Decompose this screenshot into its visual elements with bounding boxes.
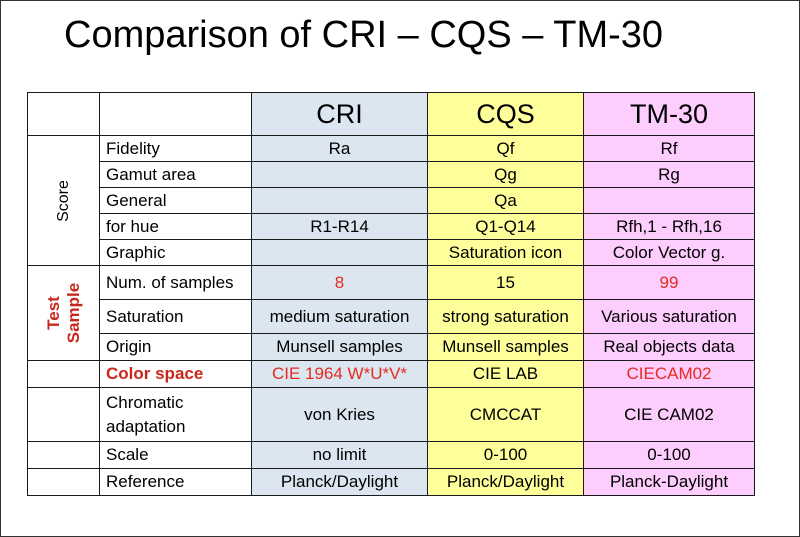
row-label: Gamut area [99,161,252,188]
empty-group-cell [27,441,100,469]
cell-tm30: CIE CAM02 [583,387,755,442]
cell-cri: Ra [251,135,428,162]
cell-cqs: Saturation icon [427,239,584,266]
cell-tm30 [583,187,755,214]
cell-tm30: 0-100 [583,441,755,469]
column-header-tm30: TM-30 [583,92,755,136]
row-label: Num. of samples [99,265,252,300]
group-score: Score [27,135,100,266]
comparison-table: CRI CQS TM-30 Score Fidelity Ra Qf Rf Ga… [27,92,755,496]
cell-cri: no limit [251,441,428,469]
cell-tm30: CIECAM02 [583,360,755,388]
cell-cri: 8 [251,265,428,300]
group-label-score: Score [54,179,72,222]
row-label: General [99,187,252,214]
table-row: Origin Munsell samples Munsell samples R… [28,333,755,361]
cell-cqs: Qg [427,161,584,188]
cell-cqs: Planck/Daylight [427,468,584,496]
cell-cqs: CIE LAB [427,360,584,388]
group-label-line: Test [43,296,63,330]
group-label-line: Sample [63,282,83,344]
cell-cqs: 15 [427,265,584,300]
table-row: for hue R1-R14 Q1-Q14 Rfh,1 - Rfh,16 [28,213,755,240]
cell-cqs: 0-100 [427,441,584,469]
table-row: Score Fidelity Ra Qf Rf [27,135,755,266]
cell-cri [251,161,428,188]
column-header-cri: CRI [251,92,428,136]
cell-cri [251,187,428,214]
cell-cqs: Q1-Q14 [427,213,584,240]
group-test-sample: Test Sample [27,265,100,361]
cell-tm30: Various saturation [583,299,755,334]
empty-group-cell [27,387,100,442]
cell-tm30: 99 [583,265,755,300]
cell-tm30: Rg [583,161,755,188]
row-label: Graphic [99,239,252,266]
row-label: Chromatic adaptation [99,387,252,442]
table-row: Chromatic adaptation von Kries CMCCAT CI… [27,387,755,442]
row-label: Fidelity [99,135,252,162]
row-label: Reference [99,468,252,496]
group-label-test-sample: Test Sample [44,283,84,343]
table-row: Reference Planck/Daylight Planck/Dayligh… [27,468,755,496]
empty-group-cell [27,468,100,496]
table-row: General Qa [28,187,755,214]
header-row: CRI CQS TM-30 [27,92,755,136]
cell-cqs: Qa [427,187,584,214]
table-row: Color space CIE 1964 W*U*V* CIE LAB CIEC… [27,360,755,388]
cell-tm30: Real objects data [583,333,755,361]
cell-cqs: strong saturation [427,299,584,334]
row-label: Origin [99,333,252,361]
row-label-line: adaptation [106,416,186,436]
cell-cri: R1-R14 [251,213,428,240]
cell-cri: Planck/Daylight [251,468,428,496]
column-header-cqs: CQS [427,92,584,136]
table-row: Test Sample Num. of samples 8 15 99 [27,265,755,361]
slide-title: Comparison of CRI – CQS – TM-30 [64,14,664,56]
row-label: Color space [99,360,252,388]
empty-group-cell [27,360,100,388]
corner-cell [27,92,100,136]
cell-tm30: Rf [583,135,755,162]
cell-cqs: Munsell samples [427,333,584,361]
table-row: Graphic Saturation icon Color Vector g. [28,239,755,266]
cell-cri: von Kries [251,387,428,442]
cell-cri: Munsell samples [251,333,428,361]
table-row: Scale no limit 0-100 0-100 [27,441,755,469]
table-row: Saturation medium saturation strong satu… [28,299,755,334]
cell-cri: medium saturation [251,299,428,334]
cell-cqs: Qf [427,135,584,162]
cell-cri: CIE 1964 W*U*V* [251,360,428,388]
cell-tm30: Rfh,1 - Rfh,16 [583,213,755,240]
row-label: Saturation [99,299,252,334]
table-row: Gamut area Qg Rg [28,161,755,188]
corner-cell [99,92,252,136]
row-label: for hue [99,213,252,240]
cell-tm30: Color Vector g. [583,239,755,266]
row-label-line: Chromatic [106,392,184,412]
cell-cri [251,239,428,266]
cell-tm30: Planck-Daylight [583,468,755,496]
cell-cqs: CMCCAT [427,387,584,442]
row-label: Scale [99,441,252,469]
